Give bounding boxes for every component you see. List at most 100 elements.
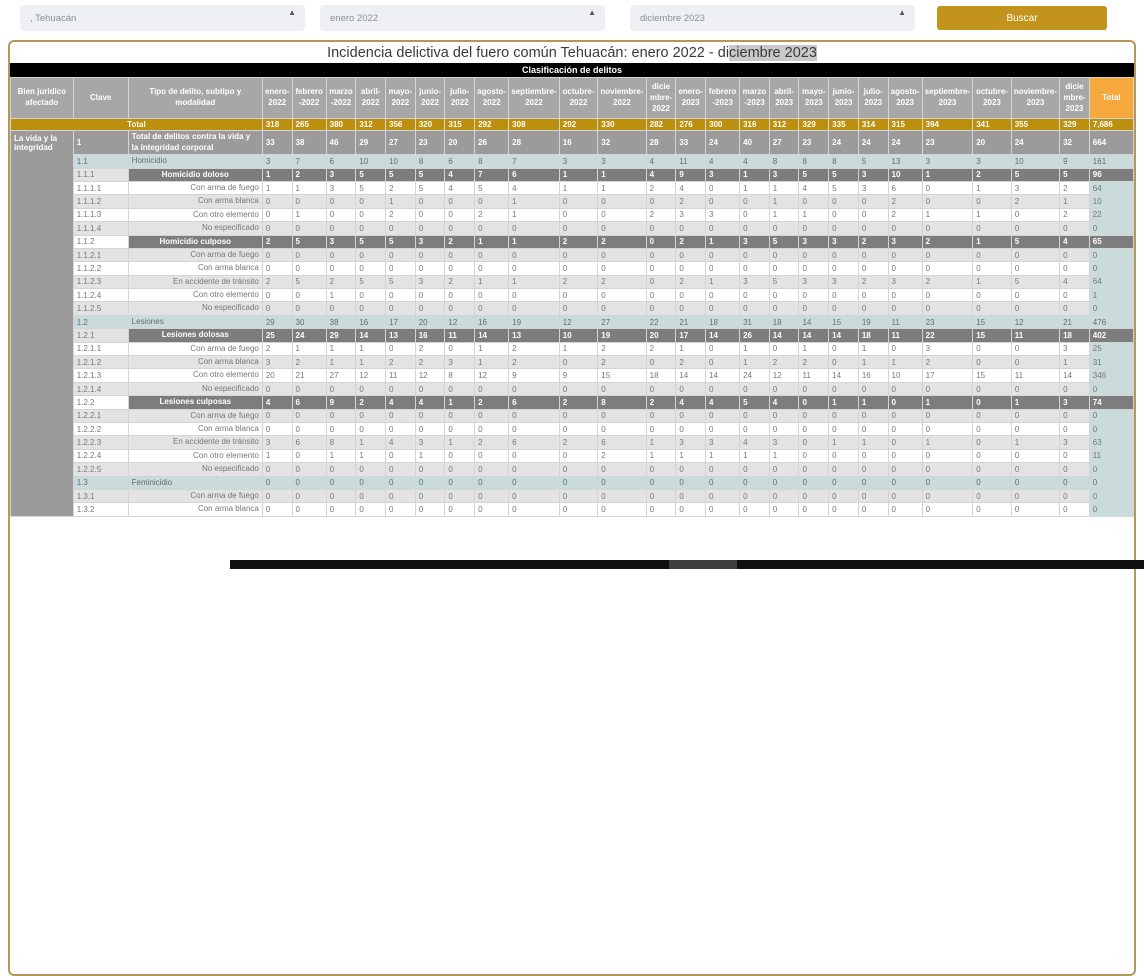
cell-value: 0 [675,301,707,316]
cell-delito-name: Con arma de fuego [127,341,263,357]
cell-value: 11 [1010,328,1061,343]
cell-value: 0 [414,288,446,303]
cell-value: 2 [645,207,677,223]
cell-value: 23 [921,130,974,156]
table-row: La vida y la integridad 1 Total de delitos… [10,130,1134,517]
cell-row-total: 25 [1088,341,1134,357]
cell-value: 0 [857,488,889,504]
cell-value: 2 [675,274,707,290]
cell-value: 23 [921,314,974,330]
cell-value: 8 [798,154,830,169]
cell-delito-name: No especificado [127,381,263,397]
cell-value: 0 [972,395,1012,410]
table-row: 1.2.2.2 Con arma blanca 0 0 0 0 0 0 0 0 0 0 0 0 0 0 0 0 0 0… [11,421,1134,437]
cell-value: 0 [887,288,923,303]
cell-value: 0 [828,381,859,397]
cell-value: 2 [1059,180,1090,196]
cell-value: 0 [828,421,859,437]
totals-row: Total 318 265 380 312 356 320 315 292 308 292 330 28… [10,118,1134,132]
municipality-select[interactable]: , Tehuacán ▲ [20,5,305,31]
cell-value: 32 [1059,130,1090,156]
cell-value: 0 [857,462,889,477]
cell-value: 23 [798,130,830,156]
cell-value: 1 [474,234,510,249]
cell-value: 9 [558,368,599,383]
cell-value: 2 [508,341,560,357]
cell-value: 1 [739,448,770,464]
cell-value: 0 [474,448,510,464]
cell-row-total: 0 [1088,261,1134,276]
cell-value: 6 [291,435,327,450]
cell-month-total: 316 [739,118,770,132]
cell-value: 0 [887,301,923,316]
cell-value: 0 [444,221,476,236]
cell-value: 0 [1059,381,1090,397]
cell-delito-name: En accidente de tránsito [127,435,263,450]
cell-value: 0 [508,221,560,236]
cell-value: 1 [444,395,476,410]
col-header-month: febrero-2023 [705,76,741,120]
cell-value: 2 [857,274,889,290]
cell-value: 0 [972,435,1012,450]
cell-value: 0 [768,261,800,276]
cell-value: 0 [645,421,677,437]
period-start-select[interactable]: enero 2022 ▲ [320,5,605,31]
cell-value: 0 [972,247,1012,263]
cell-value: 12 [474,368,510,383]
cell-value: 1 [645,448,677,464]
search-button[interactable]: Buscar [937,6,1107,30]
cell-delito-name: Total de delitos contra la vida y la int… [127,130,263,156]
cell-value: 38 [325,314,357,330]
cell-month-total: 341 [972,118,1012,132]
cell-value: 0 [597,301,647,316]
cell-clave: 1.1.2.3 [72,274,129,290]
cell-month-total: 292 [474,118,510,132]
cell-value: 0 [444,207,476,223]
horizontal-scrollbar[interactable] [230,560,1144,569]
cell-month-total: 300 [705,118,741,132]
cell-value: 3 [325,167,357,182]
cell-value: 0 [705,261,741,276]
cell-value: 0 [705,180,741,196]
cell-value: 27 [325,368,357,383]
cell-value: 14 [798,314,830,330]
cell-value: 1 [768,448,800,464]
cell-clave: 1.1.2 [72,234,129,249]
cell-value: 4 [1059,234,1090,249]
totals-row-label: Total [10,118,263,132]
cell-value: 0 [385,462,416,477]
cell-value: 0 [385,448,416,464]
cell-value: 2 [508,355,560,370]
cell-value: 0 [474,247,510,263]
cell-value: 3 [597,154,647,169]
cell-value: 0 [1059,261,1090,276]
cell-value: 3 [1059,395,1090,410]
scrollbar-thumb[interactable] [668,560,737,569]
cell-value: 3 [414,234,446,249]
cell-value: 0 [798,448,830,464]
cell-month-total: 265 [291,118,327,132]
cell-value: 4 [798,180,830,196]
cell-value: 3 [828,274,859,290]
cell-value: 11 [1010,368,1061,383]
cell-value: 4 [705,154,741,169]
cell-value: 21 [1059,314,1090,330]
cell-value: 0 [558,207,599,223]
period-end-select[interactable]: diciembre 2023 ▲ [630,5,915,31]
cell-value: 3 [798,234,830,249]
cell-value: 0 [355,462,387,477]
cell-value: 0 [921,180,974,196]
cell-value: 0 [887,488,923,504]
cell-value: 3 [972,154,1012,169]
cell-row-total: 346 [1088,368,1134,383]
cell-value: 0 [921,261,974,276]
cell-value: 14 [828,328,859,343]
cell-value: 0 [921,408,974,423]
cell-value: 0 [355,288,387,303]
cell-value: 20 [261,368,293,383]
col-header-month: abril-2022 [355,76,387,120]
cell-value: 0 [1059,301,1090,316]
table-row: 1.2.2 Lesiones culposas 4 6 9 2 4 4 1 2 6 2 8 2 4 4 5 4 0 1… [11,395,1134,410]
cell-month-total: 329 [1059,118,1090,132]
cell-value: 0 [675,381,707,397]
